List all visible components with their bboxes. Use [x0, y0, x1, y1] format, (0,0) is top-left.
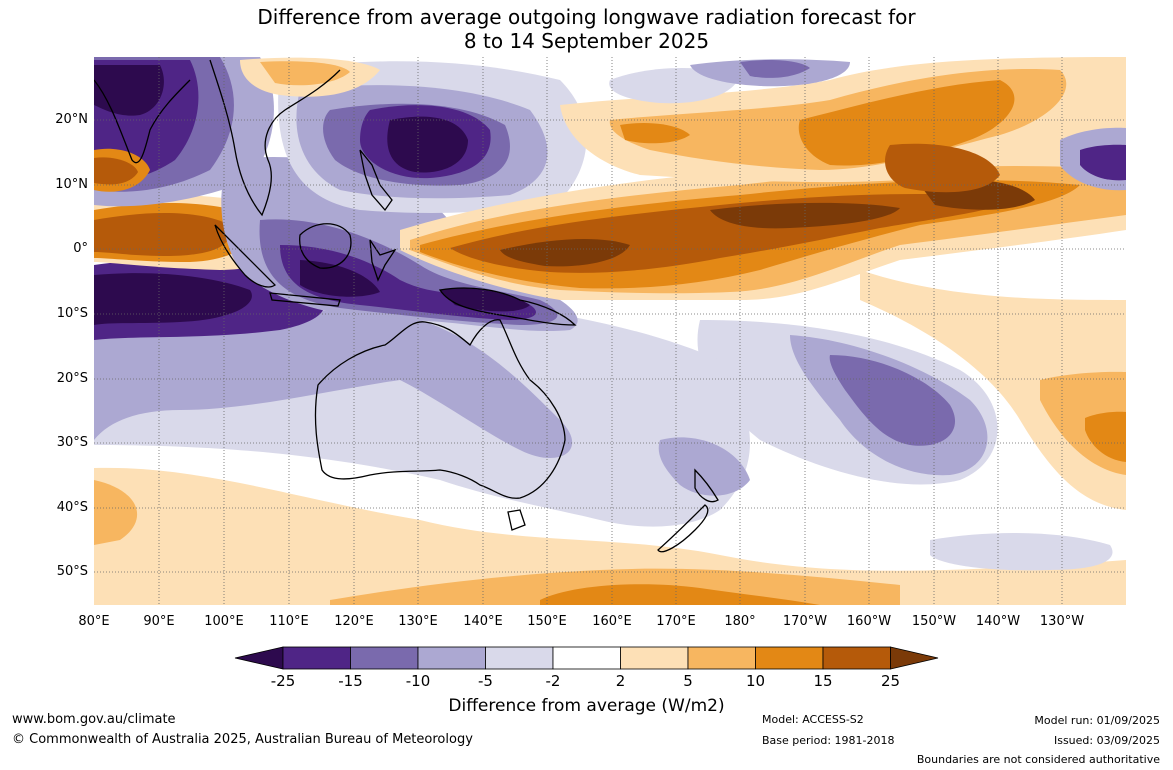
colorbar-bin — [822, 646, 891, 670]
graticule — [94, 57, 1126, 605]
anomaly-region — [94, 157, 138, 185]
colorbar-bin — [282, 646, 351, 670]
anomaly-region — [300, 260, 380, 297]
colorbar-bin — [687, 646, 756, 670]
lon-label: 160°W — [846, 614, 892, 629]
anomaly-region — [930, 533, 1113, 571]
colorbar-bin — [755, 646, 824, 670]
lon-label: 90°E — [143, 614, 175, 629]
colorbar-tick-label: -5 — [478, 672, 493, 690]
colorbar-low-arrow — [234, 646, 284, 670]
lon-label: 130°W — [1039, 614, 1085, 629]
sulawesi-coastline — [369, 239, 397, 282]
map-title-line2: 8 to 14 September 2025 — [463, 29, 710, 53]
anomaly-region — [500, 238, 630, 267]
colorbar-tick-label: 2 — [615, 672, 626, 690]
sumatra-coastline — [214, 224, 277, 288]
lon-label: 160°E — [592, 614, 632, 629]
colorbar-high-arrow — [890, 646, 939, 670]
borneo-coastline — [299, 223, 352, 269]
anomaly-region — [620, 123, 690, 144]
model-run-date: Model run: 01/09/2025 — [1034, 714, 1160, 727]
anomaly-region — [740, 60, 810, 78]
lon-label: 170°W — [782, 614, 828, 629]
colorbar-tick-label: 15 — [813, 672, 833, 690]
lon-label: 80°E — [78, 614, 110, 629]
lon-label: 150°E — [527, 614, 567, 629]
anomaly-region — [658, 437, 750, 496]
java-coastline — [269, 292, 341, 307]
australia-coastline — [314, 319, 566, 499]
anomaly-region — [798, 80, 1015, 166]
lon-label: 140°W — [975, 614, 1021, 629]
philippines-coastline — [359, 149, 393, 212]
website-url[interactable]: www.bom.gov.au/climate — [12, 712, 176, 727]
anomaly-region — [860, 270, 1126, 510]
coastlines — [94, 59, 719, 553]
colorbar-bin — [350, 646, 419, 670]
anomaly-region — [94, 467, 1126, 605]
colorbar-tick-label: 10 — [745, 672, 766, 690]
colorbar-tick-label: 5 — [683, 672, 693, 690]
colorbar-bin — [620, 646, 689, 670]
colorbar-bin — [485, 646, 554, 670]
lon-label: 170°E — [656, 614, 696, 629]
map-title-line1: Difference from average outgoing longwav… — [257, 5, 916, 29]
colorbar-bin — [552, 646, 621, 670]
colorbar-tick-label: 25 — [880, 672, 901, 690]
lat-label: 20°S — [56, 371, 88, 386]
colorbar-tick-label: -25 — [270, 672, 296, 690]
lon-label: 180° — [724, 614, 756, 629]
copyright-notice: © Commonwealth of Australia 2025, Austra… — [12, 732, 473, 747]
anomaly-region — [94, 273, 252, 325]
colorbar-bin — [417, 646, 486, 670]
lat-label: 10°N — [55, 177, 88, 192]
lon-label: 130°E — [398, 614, 438, 629]
anomaly-region — [260, 61, 350, 86]
anomaly-region — [540, 584, 820, 605]
lat-label: 50°S — [56, 564, 88, 579]
lon-label: 150°W — [911, 614, 957, 629]
tasmania-coastline — [507, 509, 526, 531]
anomaly-region — [387, 116, 468, 173]
new-zealand-coastline — [657, 468, 719, 553]
lat-label: 40°S — [56, 500, 88, 515]
colorbar-title: Difference from average (W/m2) — [448, 696, 725, 716]
new-guinea-coastline — [438, 287, 577, 326]
model-name: Model: ACCESS-S2 — [762, 713, 864, 726]
indochina-coastline — [209, 59, 341, 217]
anomaly-region — [1080, 144, 1126, 181]
lat-label: 0° — [73, 241, 88, 256]
lat-label: 30°S — [56, 435, 88, 450]
colorbar — [234, 646, 939, 670]
lat-label: 10°S — [56, 306, 88, 321]
anomaly-region — [94, 65, 164, 116]
anomaly-region — [829, 355, 956, 446]
anomaly-region — [710, 202, 900, 229]
colorbar-tick-label: -15 — [338, 672, 363, 690]
anomaly-region — [885, 143, 1000, 193]
lat-label: 20°N — [55, 112, 88, 127]
lon-label: 120°E — [334, 614, 374, 629]
anomaly-region — [1085, 411, 1126, 462]
lon-label: 110°E — [269, 614, 309, 629]
anomaly-field — [94, 57, 1126, 605]
lon-label: 100°E — [204, 614, 244, 629]
issued-date: Issued: 03/09/2025 — [1053, 734, 1160, 747]
colorbar-tick-label: -2 — [545, 672, 561, 690]
boundary-disclaimer: Boundaries are not considered authoritat… — [916, 753, 1160, 766]
anomaly-region — [94, 213, 231, 256]
lon-label: 140°E — [463, 614, 503, 629]
colorbar-tick-label: -10 — [405, 672, 431, 690]
anomaly-region — [94, 480, 138, 545]
base-period: Base period: 1981-2018 — [762, 734, 895, 747]
india-coastline — [94, 79, 191, 164]
